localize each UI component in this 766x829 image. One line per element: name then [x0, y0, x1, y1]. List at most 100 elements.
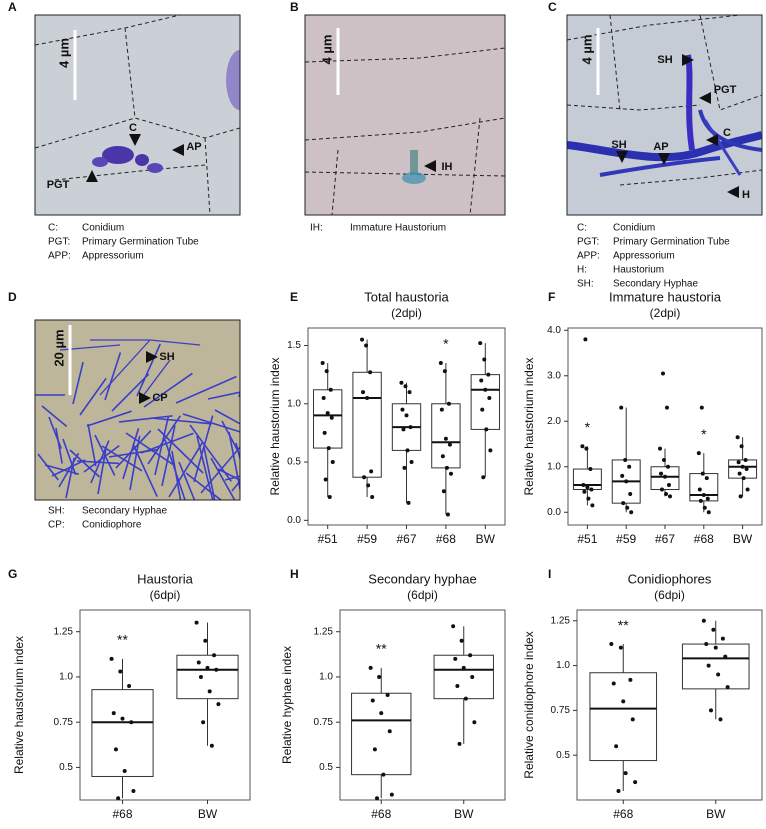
arrowhead	[706, 134, 718, 146]
chart-title: Secondary hyphae	[368, 571, 476, 586]
y-tick-label: 0.5	[556, 750, 570, 761]
data-point	[328, 387, 333, 392]
data-point	[481, 475, 486, 480]
annotation: SH	[159, 351, 174, 363]
data-point	[487, 395, 492, 400]
data-point	[401, 427, 406, 432]
micrograph-b	[305, 15, 505, 215]
data-point	[706, 663, 711, 668]
x-tick-label: #68	[436, 532, 456, 546]
legend-key: PGT:	[577, 237, 599, 248]
panel-letter: H	[290, 567, 299, 581]
hypha	[58, 452, 80, 488]
data-point	[625, 505, 630, 510]
legend-text: Conidium	[82, 223, 124, 234]
data-point	[405, 448, 410, 453]
data-point	[214, 667, 219, 672]
box	[681, 643, 750, 690]
hypha	[72, 362, 84, 405]
box	[91, 689, 154, 777]
data-point	[621, 501, 626, 506]
panel-letter: I	[548, 567, 551, 581]
hypha	[65, 457, 75, 499]
chart-subtitle: (2dpi)	[391, 306, 422, 320]
y-tick-label: 1.0	[319, 672, 333, 683]
hypha	[86, 410, 132, 427]
box	[352, 371, 382, 478]
data-point	[365, 395, 370, 400]
data-point	[482, 357, 487, 362]
data-point	[461, 665, 466, 670]
annotation: H	[742, 189, 750, 201]
x-tick-label: #68	[613, 807, 633, 821]
hypha	[217, 468, 240, 481]
hypha	[178, 461, 196, 500]
arrowhead	[658, 153, 670, 165]
data-point	[740, 464, 745, 469]
data-point	[660, 487, 665, 492]
data-point	[118, 669, 123, 674]
x-tick-label: #51	[577, 532, 597, 546]
data-point	[697, 487, 702, 492]
data-point	[375, 796, 380, 801]
scale-label: 4 µm	[579, 35, 594, 65]
data-point	[408, 425, 413, 430]
plot-frame	[576, 609, 763, 801]
box	[433, 654, 494, 700]
hypha	[37, 453, 59, 481]
data-point	[663, 474, 667, 479]
x-tick-label: BW	[706, 807, 726, 821]
frame	[34, 14, 241, 216]
y-axis-label: Relative hyphae index	[280, 646, 294, 764]
data-point	[658, 446, 663, 451]
chart-title: Haustoria	[137, 571, 193, 586]
data-point	[409, 460, 414, 465]
box	[589, 672, 658, 762]
legend-key: CP:	[48, 520, 65, 531]
data-point	[701, 618, 706, 623]
data-point	[718, 717, 723, 722]
data-point	[483, 387, 488, 392]
data-point	[403, 384, 408, 389]
data-point	[737, 471, 742, 476]
data-point	[743, 457, 748, 462]
data-point	[666, 482, 671, 487]
data-point	[407, 390, 412, 395]
legend-text: Secondary Hyphae	[82, 506, 167, 517]
annotation: SH	[611, 139, 626, 151]
y-tick-label: 1.0	[556, 660, 570, 671]
hypha	[44, 464, 79, 475]
arrowhead	[699, 92, 711, 104]
x-tick-label: BW	[454, 807, 474, 821]
panel-letter: D	[8, 290, 17, 304]
data-point	[472, 720, 477, 725]
data-point	[708, 708, 713, 713]
arrowhead	[146, 351, 158, 363]
legend-text: Haustorium	[613, 265, 664, 276]
significance: *	[701, 426, 707, 442]
data-point	[745, 487, 750, 492]
data-point	[109, 656, 114, 661]
annotation: AP	[186, 141, 201, 153]
hypha	[87, 423, 97, 467]
hypha	[182, 413, 240, 433]
data-point	[664, 405, 669, 410]
annotation: CP	[152, 392, 167, 404]
plot-frame	[339, 609, 506, 801]
data-point	[736, 460, 741, 465]
data-point	[696, 451, 701, 456]
data-point	[129, 720, 134, 725]
box	[470, 374, 500, 430]
data-point	[361, 390, 366, 395]
data-point	[702, 505, 707, 510]
data-point	[209, 743, 214, 748]
chart-subtitle: (2dpi)	[650, 306, 681, 320]
data-point	[700, 471, 705, 476]
legend-key: PGT:	[48, 237, 70, 248]
data-point	[716, 672, 721, 677]
hypha	[118, 415, 173, 423]
data-point	[444, 465, 449, 470]
legend-key: IH:	[310, 223, 323, 234]
box	[431, 403, 461, 469]
data-point	[438, 360, 443, 365]
